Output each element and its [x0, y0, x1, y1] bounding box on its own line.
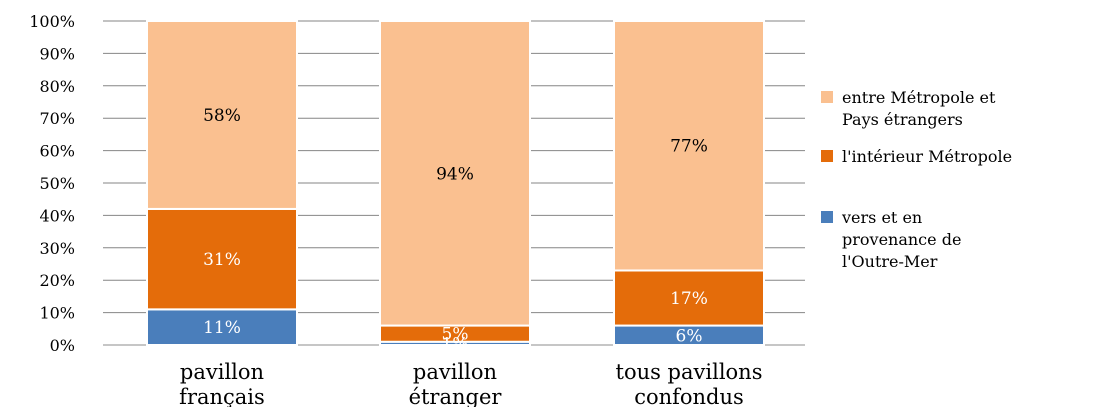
data-label: 11% [203, 318, 241, 338]
y-tick-label: 0% [50, 336, 75, 355]
y-tick-label: 20% [39, 271, 75, 290]
data-label: 1% [442, 334, 469, 354]
y-tick-label: 80% [39, 77, 75, 96]
legend-swatch [821, 91, 833, 103]
y-tick-label: 60% [39, 142, 75, 161]
data-label: 5% [442, 325, 469, 345]
bars [146, 20, 765, 347]
legend-entry-label: entre Métropole et Pays étrangers [842, 88, 996, 129]
legend: entre Métropole et Pays étrangers l'intéri… [821, 88, 1012, 271]
x-category-label: pavillon français [179, 360, 265, 407]
data-label: 94% [436, 164, 474, 184]
bar-segment [146, 308, 298, 346]
bar-segment [146, 207, 298, 311]
data-label: 77% [670, 137, 708, 157]
bar-segment [146, 20, 298, 210]
data-label: 58% [203, 106, 241, 126]
legend-swatch [821, 150, 833, 162]
x-category-label: pavillon étranger [409, 360, 503, 407]
data-label: 6% [676, 326, 703, 346]
bar-segment [613, 20, 765, 272]
bar-segment [379, 20, 531, 327]
y-tick-label: 30% [39, 239, 75, 258]
x-category-label: tous pavillons confondus [616, 360, 763, 407]
legend-entry-label: l'intérieur Métropole [842, 147, 1012, 166]
y-tick-label: 70% [39, 109, 75, 128]
x-axis-category-labels: pavillon français pavillon étranger tous pav… [179, 360, 762, 407]
y-tick-label: 10% [39, 304, 75, 323]
data-label: 17% [670, 289, 708, 309]
data-label: 31% [203, 250, 241, 270]
y-axis-tick-labels: 0% 10% 20% 30% 40% 50% 60% 70% 80% 90% 100% [29, 12, 75, 355]
y-tick-label: 40% [39, 206, 75, 225]
y-tick-label: 90% [39, 44, 75, 63]
y-tick-label: 50% [39, 174, 75, 193]
legend-swatch [821, 211, 833, 223]
y-tick-label: 100% [29, 12, 75, 31]
data-labels: 11% 31% 58% 1%5% 94% 6% 17% 77% [203, 106, 708, 354]
bar-segment [613, 269, 765, 327]
legend-entry-label: vers et en provenance de l'Outre-Mer [841, 208, 961, 271]
